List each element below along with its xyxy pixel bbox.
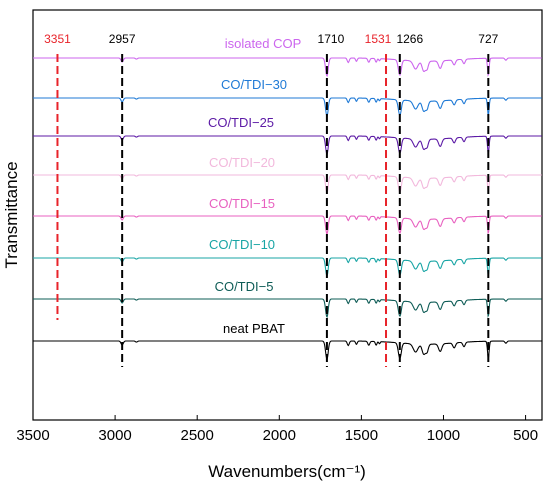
series-label: CO/TDI−30 bbox=[221, 77, 287, 92]
annotation-lines: 3351 2957 1710 1531 1266 727 bbox=[44, 32, 499, 367]
series-label: CO/TDI−10 bbox=[209, 237, 275, 252]
series-line bbox=[33, 97, 542, 117]
series-line bbox=[33, 57, 542, 77]
x-tick-label: 3500 bbox=[16, 427, 49, 444]
series-labels: isolated COP CO/TDI−30 CO/TDI−25 CO/TDI−20 C… bbox=[208, 36, 301, 336]
annotation-label: 3351 bbox=[44, 32, 71, 46]
x-tick-label: 500 bbox=[513, 427, 538, 444]
series-line bbox=[33, 215, 542, 235]
x-tick-label: 1500 bbox=[345, 427, 378, 444]
series-line bbox=[33, 257, 542, 277]
series-line bbox=[33, 298, 542, 318]
series-label: CO/TDI−5 bbox=[215, 279, 274, 294]
x-tick-label: 1000 bbox=[427, 427, 460, 444]
x-tick-label: 2500 bbox=[181, 427, 214, 444]
series-line bbox=[33, 174, 542, 194]
annotation-label: 1710 bbox=[318, 32, 345, 46]
series-label: CO/TDI−25 bbox=[208, 115, 274, 130]
series-label: CO/TDI−15 bbox=[209, 196, 275, 211]
series-label: isolated COP bbox=[225, 36, 302, 51]
x-tick-label: 3000 bbox=[98, 427, 131, 444]
series-label: neat PBAT bbox=[223, 321, 285, 336]
series-line bbox=[33, 135, 542, 155]
x-ticks: 3500 3000 2500 2000 1500 1000 500 bbox=[16, 415, 538, 444]
annotation-label: 1266 bbox=[396, 32, 423, 46]
annotation-label: 1531 bbox=[365, 32, 392, 46]
series-label: CO/TDI−20 bbox=[209, 155, 275, 170]
y-axis-label: Transmittance bbox=[2, 161, 21, 268]
series-line bbox=[33, 340, 542, 360]
annotation-label: 727 bbox=[478, 32, 498, 46]
plot-frame bbox=[32, 9, 543, 421]
x-axis-label: Wavenumbers(cm⁻¹) bbox=[208, 462, 366, 481]
annotation-label: 2957 bbox=[109, 32, 136, 46]
spectra-group bbox=[33, 57, 542, 360]
x-tick-label: 2000 bbox=[263, 427, 296, 444]
